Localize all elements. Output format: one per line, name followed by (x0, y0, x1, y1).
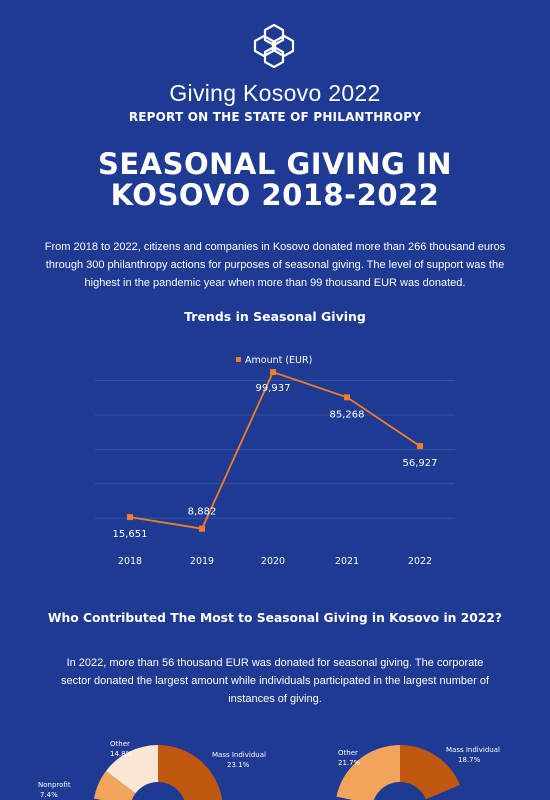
pie1-value-mass-individual: 23.1% (227, 761, 250, 769)
intro-paragraph: From 2018 to 2022, citizens and companie… (44, 241, 506, 289)
pie1-label-nonprofit: Nonprofit (38, 781, 71, 789)
chart-legend: Amount (EUR) (236, 355, 312, 366)
pie1-label-other: Other (110, 740, 130, 748)
pie2-label-other: Other (338, 749, 358, 757)
report-subtitle: REPORT ON THE STATE OF PHILANTHROPY (128, 110, 422, 124)
data-point-2020 (270, 369, 276, 376)
x-axis-ticks: 2018 2019 2020 2021 2022 (118, 556, 432, 567)
chart-grid (95, 380, 455, 519)
pie2-hole (373, 782, 427, 800)
data-point-2022 (417, 443, 423, 450)
pie-chart-2 (336, 744, 460, 800)
data-label-2020: 99,937 (256, 383, 291, 394)
pie1-value-nonprofit: 7.4% (40, 791, 58, 799)
pie1-value-other: 14.8% (110, 750, 133, 758)
series-line-amount (129, 370, 421, 530)
contributor-pie-charts: Other 14.8% Mass Individual 23.1% Nonprofit 7… (38, 740, 500, 800)
pie2-slice-mass-individual (400, 744, 460, 800)
pie2-value-mass-individual: 18.7% (458, 756, 481, 764)
x-tick-2022: 2022 (408, 556, 432, 567)
pie2-slice-other (336, 745, 400, 800)
pie1-hole (131, 782, 185, 800)
pie1-slice-nonprofit (94, 771, 145, 800)
pie2-label-mass-individual: Mass Individual (446, 746, 500, 754)
page-headline: SEASONAL GIVING IN KOSOVO 2018-2022 (40, 149, 510, 211)
data-points (127, 369, 423, 532)
x-tick-2019: 2019 (190, 556, 214, 567)
data-label-2022: 56,927 (403, 458, 438, 469)
data-label-2018: 15,651 (113, 529, 148, 540)
section-question-title: Who Contributed The Most to Seasonal Giv… (47, 611, 503, 625)
section-question-text: In 2022, more than 56 thousand EUR was d… (60, 657, 490, 705)
data-point-2021 (344, 394, 350, 401)
pie-chart-1 (94, 745, 223, 800)
x-tick-2018: 2018 (118, 556, 142, 567)
pie2-value-other: 21.7% (338, 759, 361, 767)
data-label-2019: 8,882 (188, 507, 217, 518)
chart-title: Trends in Seasonal Giving (184, 309, 366, 324)
pie1-slice-mass-individual (158, 745, 223, 800)
data-point-2018 (127, 514, 133, 521)
legend-label: Amount (EUR) (245, 355, 312, 366)
legend-swatch (236, 357, 241, 362)
data-labels: 15,651 8,882 99,937 85,268 56,927 (113, 383, 438, 540)
headline-line-1: SEASONAL GIVING IN (97, 147, 453, 181)
pie-labels: Other 14.8% Mass Individual 23.1% Nonprofit 7… (38, 740, 500, 799)
brand-title: Giving Kosovo 2022 (169, 80, 381, 106)
data-label-2021: 85,268 (330, 409, 365, 420)
x-tick-2020: 2020 (261, 556, 285, 567)
pie1-label-mass-individual: Mass Individual (212, 751, 266, 759)
headline-line-2: KOSOVO 2018-2022 (110, 178, 440, 212)
brand-logo-icon (253, 23, 295, 69)
trend-line-chart: Amount (EUR) 15,651 8,882 99,937 85,268 56,9… (95, 355, 455, 567)
x-tick-2021: 2021 (335, 556, 359, 567)
data-point-2019 (199, 525, 205, 532)
